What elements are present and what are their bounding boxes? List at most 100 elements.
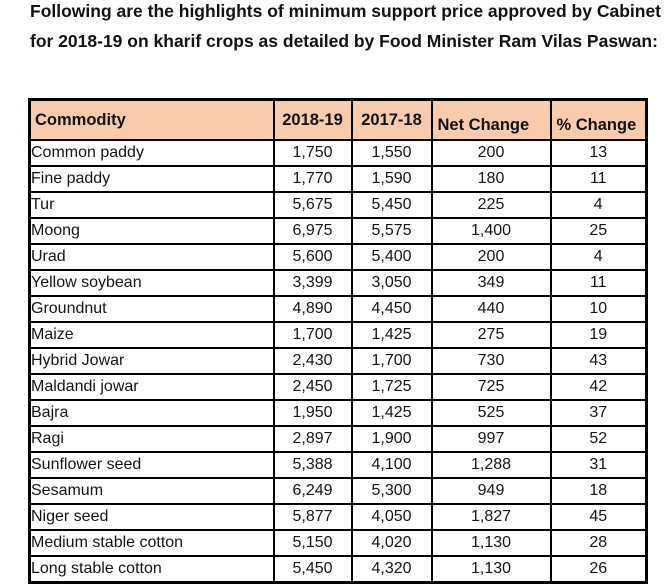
cell-net-change: 1,400 [430, 217, 552, 245]
table-row: Moong 6,975 5,575 1,400 25 [28, 217, 648, 245]
table-row: Common paddy 1,750 1,550 200 13 [28, 139, 648, 167]
cell-commodity: Common paddy [28, 139, 275, 167]
cell-net-change: 440 [430, 295, 552, 323]
cell-commodity: Long stable cotton [28, 555, 275, 584]
cell-pct-change: 45 [549, 503, 648, 531]
cell-pct-change: 11 [549, 165, 648, 193]
cell-commodity: Tur [28, 191, 275, 219]
cell-2017-18: 5,575 [350, 217, 433, 245]
cell-2018-19: 1,770 [272, 165, 353, 193]
cell-2017-18: 4,450 [350, 295, 433, 323]
table-row: Sunflower seed 5,388 4,100 1,288 31 [28, 451, 648, 479]
cell-2017-18: 1,425 [350, 399, 433, 427]
cell-commodity: Hybrid Jowar [28, 347, 275, 375]
cell-2017-18: 4,020 [350, 529, 433, 557]
cell-pct-change: 43 [549, 347, 648, 375]
cell-2018-19: 1,700 [272, 321, 353, 349]
cell-net-change: 725 [430, 373, 552, 401]
cell-2018-19: 5,600 [272, 243, 353, 271]
header-2017-18: 2017-18 [350, 98, 433, 141]
cell-2017-18: 1,900 [350, 425, 433, 453]
cell-2018-19: 6,249 [272, 477, 353, 505]
cell-net-change: 997 [430, 425, 552, 453]
cell-net-change: 349 [430, 269, 552, 297]
header-commodity: Commodity [28, 98, 275, 141]
table-row: Hybrid Jowar 2,430 1,700 730 43 [28, 347, 648, 375]
cell-2017-18: 1,550 [350, 139, 433, 167]
table-row: Maldandi jowar 2,450 1,725 725 42 [28, 373, 648, 401]
cell-pct-change: 37 [549, 399, 648, 427]
cell-2018-19: 2,430 [272, 347, 353, 375]
cell-pct-change: 11 [549, 269, 648, 297]
table-row: Ragi 2,897 1,900 997 52 [28, 425, 648, 453]
cell-commodity: Groundnut [28, 295, 275, 323]
cell-net-change: 525 [430, 399, 552, 427]
cell-2018-19: 5,388 [272, 451, 353, 479]
msp-table: Commodity 2018-19 2017-18 Net Change % C… [28, 98, 648, 584]
table-row: Groundnut 4,890 4,450 440 10 [28, 295, 648, 323]
cell-2017-18: 1,725 [350, 373, 433, 401]
header-net-change: Net Change [430, 98, 552, 141]
table-row: Medium stable cotton 5,150 4,020 1,130 28 [28, 529, 648, 557]
cell-pct-change: 4 [549, 243, 648, 271]
cell-2018-19: 6,975 [272, 217, 353, 245]
cell-commodity: Urad [28, 243, 275, 271]
cell-2017-18: 4,320 [350, 555, 433, 584]
header-2018-19: 2018-19 [272, 98, 353, 141]
cell-2017-18: 5,400 [350, 243, 433, 271]
intro-text: Following are the highlights of minimum … [30, 1, 662, 51]
cell-2017-18: 1,425 [350, 321, 433, 349]
cell-2018-19: 5,675 [272, 191, 353, 219]
cell-net-change: 730 [430, 347, 552, 375]
cell-commodity: Fine paddy [28, 165, 275, 193]
cell-2018-19: 4,890 [272, 295, 353, 323]
cell-commodity: Yellow soybean [28, 269, 275, 297]
table-row: Long stable cotton 5,450 4,320 1,130 26 [28, 555, 648, 584]
cell-commodity: Sunflower seed [28, 451, 275, 479]
cell-net-change: 1,827 [430, 503, 552, 531]
cell-commodity: Maldandi jowar [28, 373, 275, 401]
cell-2017-18: 4,100 [350, 451, 433, 479]
cell-commodity: Moong [28, 217, 275, 245]
header-row: Commodity 2018-19 2017-18 Net Change % C… [28, 98, 648, 141]
cell-2018-19: 2,450 [272, 373, 353, 401]
cell-2017-18: 4,050 [350, 503, 433, 531]
cell-commodity: Ragi [28, 425, 275, 453]
cell-commodity: Sesamum [28, 477, 275, 505]
table-row: Niger seed 5,877 4,050 1,827 45 [28, 503, 648, 531]
cell-commodity: Niger seed [28, 503, 275, 531]
cell-pct-change: 10 [549, 295, 648, 323]
cell-2017-18: 5,300 [350, 477, 433, 505]
cell-pct-change: 42 [549, 373, 648, 401]
cell-2018-19: 1,950 [272, 399, 353, 427]
cell-commodity: Medium stable cotton [28, 529, 275, 557]
cell-2018-19: 1,750 [272, 139, 353, 167]
cell-2018-19: 2,897 [272, 425, 353, 453]
cell-2018-19: 5,450 [272, 555, 353, 584]
cell-2017-18: 3,050 [350, 269, 433, 297]
table-row: Yellow soybean 3,399 3,050 349 11 [28, 269, 648, 297]
cell-pct-change: 31 [549, 451, 648, 479]
table-row: Bajra 1,950 1,425 525 37 [28, 399, 648, 427]
cell-net-change: 200 [430, 243, 552, 271]
cell-pct-change: 25 [549, 217, 648, 245]
cell-pct-change: 4 [549, 191, 648, 219]
cell-net-change: 1,130 [430, 529, 552, 557]
cell-net-change: 1,130 [430, 555, 552, 584]
table-row: Maize 1,700 1,425 275 19 [28, 321, 648, 349]
table-row: Sesamum 6,249 5,300 949 18 [28, 477, 648, 505]
cell-2018-19: 5,150 [272, 529, 353, 557]
table-row: Tur 5,675 5,450 225 4 [28, 191, 648, 219]
table-body: Common paddy 1,750 1,550 200 13 Fine paddy 1,7… [28, 139, 648, 584]
cell-pct-change: 52 [549, 425, 648, 453]
cell-2017-18: 1,700 [350, 347, 433, 375]
table-row: Fine paddy 1,770 1,590 180 11 [28, 165, 648, 193]
cell-net-change: 949 [430, 477, 552, 505]
cell-2018-19: 5,877 [272, 503, 353, 531]
cell-commodity: Bajra [28, 399, 275, 427]
cell-2018-19: 3,399 [272, 269, 353, 297]
header-pct-change: % Change [549, 98, 648, 141]
cell-net-change: 200 [430, 139, 552, 167]
cell-net-change: 275 [430, 321, 552, 349]
